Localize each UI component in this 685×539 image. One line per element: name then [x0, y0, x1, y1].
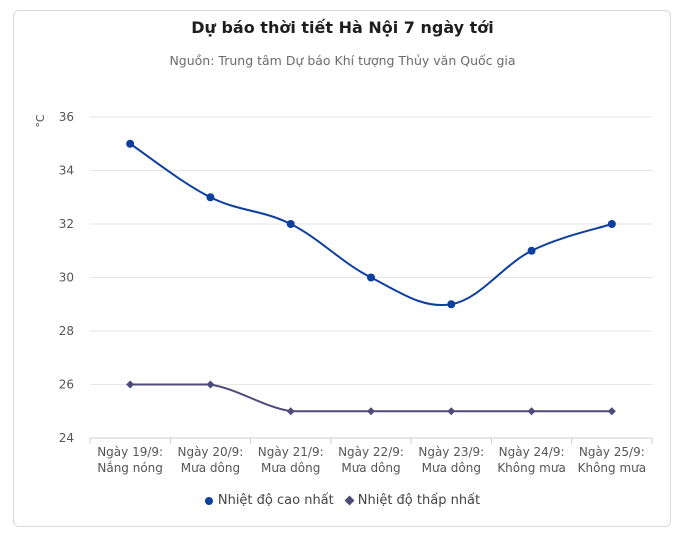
legend-label: Nhiệt độ cao nhất [217, 493, 334, 508]
data-point [286, 220, 295, 228]
y-tick-label: 28 [59, 324, 74, 338]
x-tick-label: Không mưa [578, 461, 647, 475]
y-tick-label: 34 [59, 164, 74, 178]
legend-swatch [204, 496, 213, 505]
chart-card [13, 10, 671, 527]
y-tick-label: 30 [59, 271, 74, 285]
x-tick-label: Mưa dông [341, 461, 400, 475]
data-point [367, 273, 375, 282]
x-tick-label: Ngày 22/9: [338, 445, 404, 459]
legend-label: Nhiệt độ thấp nhất [357, 493, 481, 508]
legend-item[interactable]: Nhiệt độ cao nhất [204, 493, 334, 508]
x-tick-label: Ngày 19/9: [97, 445, 163, 459]
chart-legend: Nhiệt độ cao nhất Nhiệt độ thấp nhất [0, 493, 685, 508]
data-point [286, 407, 295, 416]
x-tick-label: Không mưa [497, 461, 566, 475]
data-point [367, 407, 375, 416]
x-tick-label: Mưa dông [422, 461, 481, 475]
data-point [447, 407, 456, 416]
x-tick-label: Mưa dông [261, 461, 320, 475]
legend-item[interactable]: Nhiệt độ thấp nhất [344, 493, 481, 508]
data-point [607, 220, 616, 228]
legend-swatch [344, 495, 355, 506]
x-tick-label: Ngày 25/9: [579, 445, 645, 459]
data-point [206, 380, 215, 389]
data-point [607, 407, 616, 416]
y-tick-label: 26 [59, 378, 74, 392]
x-tick-label: Mưa dông [181, 461, 240, 475]
y-tick-label: 36 [59, 110, 74, 124]
x-tick-label: Ngày 24/9: [499, 445, 565, 459]
y-tick-label: 24 [59, 431, 74, 445]
x-tick-label: Nắng nóng [97, 461, 163, 475]
data-point [527, 407, 536, 416]
y-axis-label: °C [34, 114, 47, 128]
chart-title: Dự báo thời tiết Hà Nội 7 ngày tới [191, 18, 494, 37]
data-point [206, 193, 215, 202]
data-point [527, 246, 536, 255]
data-point [126, 139, 135, 148]
series-line-2 [130, 383, 612, 413]
data-point [447, 300, 456, 309]
data-point [126, 380, 135, 389]
y-tick-label: 32 [59, 217, 74, 231]
x-tick-label: Ngày 23/9: [418, 445, 484, 459]
x-tick-label: Ngày 21/9: [258, 445, 324, 459]
x-tick-label: Ngày 20/9: [177, 445, 243, 459]
chart-subtitle: Nguồn: Trung tâm Dự báo Khí tượng Thủy v… [169, 53, 516, 68]
